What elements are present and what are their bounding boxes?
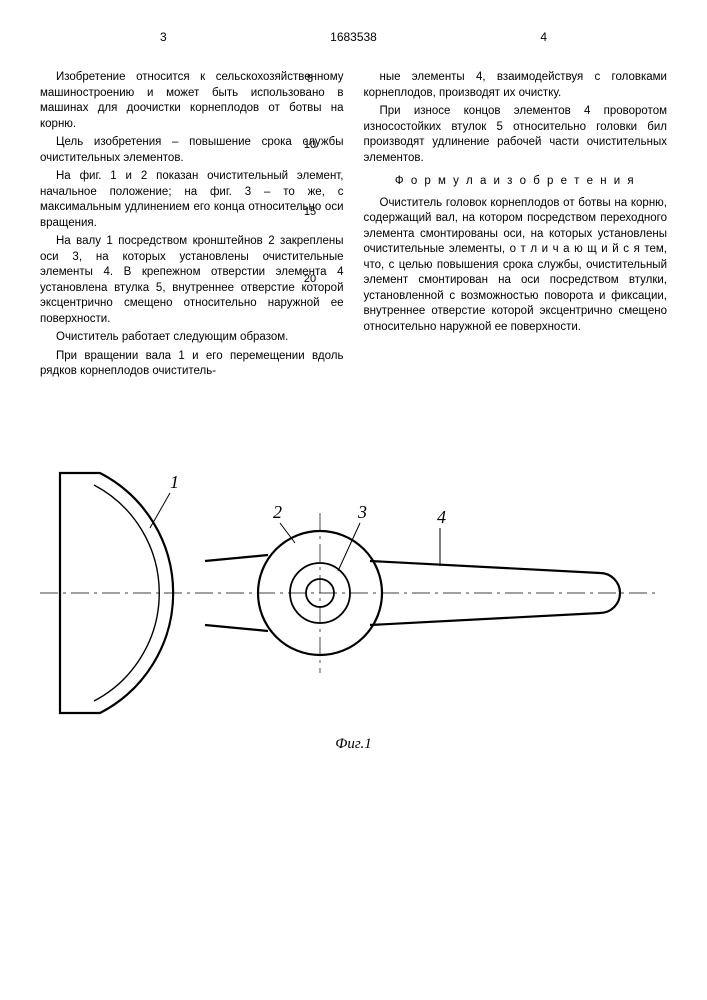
paragraph: Очиститель работает следующим образом.: [40, 330, 344, 346]
header: 3 1683538 4: [40, 30, 667, 60]
document-number: 1683538: [330, 30, 377, 44]
callout-1: 1: [170, 472, 179, 492]
bracket-line: [205, 625, 268, 631]
page: 3 1683538 4 5 10 15 20 Изобретение относ…: [0, 0, 707, 1000]
column-number-right: 4: [540, 30, 547, 44]
leader-1: [150, 493, 170, 528]
formula-title: Ф о р м у л а и з о б р е т е н и я: [364, 174, 668, 190]
left-column: Изобретение относится к сельскохозяйстве…: [40, 70, 344, 383]
callout-4: 4: [437, 507, 446, 527]
paragraph: Изобретение относится к сельскохозяйстве…: [40, 70, 344, 132]
figure-1: 1 2 3 4 Фиг.1: [40, 433, 667, 753]
text-columns: 5 10 15 20 Изобретение относится к сельс…: [40, 70, 667, 383]
callout-3: 3: [357, 502, 367, 522]
paragraph: ные элементы 4, взаимодействуя с головка…: [364, 70, 668, 101]
column-number-left: 3: [160, 30, 167, 44]
bracket-line: [205, 555, 268, 561]
figure-caption: Фиг.1: [335, 736, 371, 753]
paragraph: На фиг. 1 и 2 показан очистительный элем…: [40, 169, 344, 231]
paragraph: При вращении вала 1 и его перемещении вд…: [40, 349, 344, 380]
right-column: ные элементы 4, взаимодействуя с головка…: [364, 70, 668, 383]
paragraph: При износе концов элементов 4 проворотом…: [364, 104, 668, 166]
paragraph: Цель изобретения – повышение срока служб…: [40, 135, 344, 166]
paragraph: Очиститель головок корнеплодов от ботвы …: [364, 196, 668, 336]
paragraph: На валу 1 посредством кронштейнов 2 закр…: [40, 234, 344, 327]
callout-2: 2: [273, 502, 282, 522]
leader-3: [338, 523, 360, 571]
figure-svg: 1 2 3 4: [40, 433, 667, 753]
